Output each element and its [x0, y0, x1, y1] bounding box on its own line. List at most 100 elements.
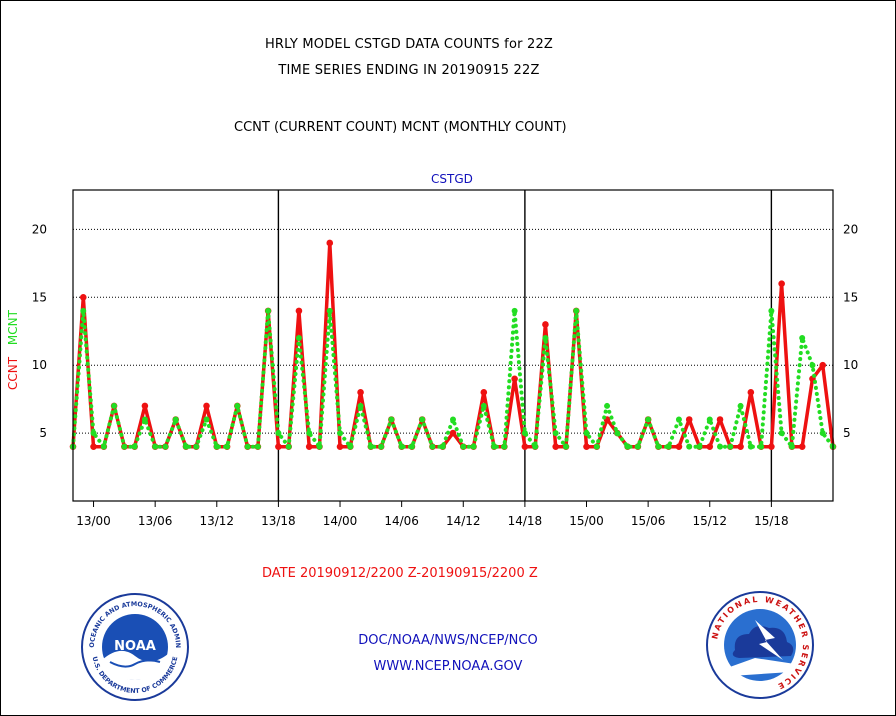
point-mcnt [162, 443, 169, 450]
point-mcnt [758, 443, 765, 450]
point-ccnt [521, 443, 529, 450]
point-mcnt [593, 443, 600, 450]
x-tick-label: 15/18 [754, 514, 789, 528]
point-mcnt [213, 443, 220, 450]
chart-title-line-1: HRLY MODEL CSTGD DATA COUNTS for 22Z [264, 37, 554, 52]
y-tick-label-left: 15 [32, 290, 47, 304]
point-mcnt [316, 443, 323, 450]
point-mcnt [131, 443, 138, 450]
chart-title-line-2: TIME SERIES ENDING IN 20190915 22Z [278, 63, 540, 78]
noaa-logo: NOAA NATIONAL OCEANIC AND ATMOSPHERIC AD… [80, 592, 189, 701]
x-tick-label: 14/06 [384, 514, 419, 528]
point-mcnt [285, 443, 292, 450]
point-ccnt [275, 443, 282, 450]
footer-org-line: DOC/NOAA/NWS/NCEP/NCO [358, 633, 538, 648]
point-mcnt [419, 416, 426, 423]
point-ccnt [90, 443, 97, 450]
point-mcnt [747, 443, 754, 450]
point-ccnt [706, 443, 714, 450]
x-tick-label: 14/18 [508, 514, 543, 528]
y-tick-label-left: 10 [32, 358, 47, 372]
point-ccnt [480, 389, 488, 396]
point-mcnt [460, 443, 467, 450]
point-mcnt [100, 443, 107, 450]
point-mcnt [337, 430, 344, 437]
point-mcnt [429, 443, 436, 450]
point-mcnt [706, 416, 713, 423]
time-series-chart: 5 5 10 10 15 15 20 20 13/00 13/06 13/12 13/18 14/00 1… [32, 189, 858, 528]
point-mcnt [696, 443, 703, 450]
point-mcnt [439, 443, 446, 450]
point-mcnt [655, 443, 662, 450]
x-tick-label: 13/18 [261, 514, 296, 528]
point-mcnt [172, 416, 179, 423]
point-mcnt [583, 430, 590, 437]
nws-logo: NATIONAL WEATHER SERVICE [706, 591, 814, 699]
point-mcnt [778, 430, 785, 437]
y-tick-label-left: 5 [39, 426, 47, 440]
point-mcnt [378, 443, 385, 450]
point-ccnt [798, 443, 806, 450]
point-mcnt [244, 443, 251, 450]
point-mcnt [121, 443, 128, 450]
point-mcnt [265, 307, 272, 314]
point-mcnt [203, 416, 210, 423]
point-ccnt [79, 293, 87, 301]
point-mcnt [645, 416, 652, 423]
point-mcnt [224, 443, 231, 450]
point-mcnt [295, 335, 302, 342]
point-ccnt [552, 443, 560, 450]
point-ccnt [685, 416, 693, 423]
point-ccnt [583, 443, 590, 450]
point-mcnt [275, 430, 282, 437]
point-mcnt [367, 443, 374, 450]
point-ccnt [819, 361, 827, 369]
point-ccnt [326, 239, 334, 247]
point-ccnt [747, 389, 755, 396]
x-tick-label: 13/12 [199, 514, 234, 528]
point-mcnt [614, 430, 621, 437]
point-mcnt [717, 443, 724, 450]
point-mcnt [357, 402, 364, 409]
point-ccnt [305, 443, 313, 450]
point-mcnt [737, 402, 744, 409]
axis-layer: 5 5 10 10 15 15 20 20 13/00 13/06 13/12 13/18 14/00 1… [32, 189, 858, 528]
point-mcnt [152, 443, 159, 450]
plot-border [72, 189, 834, 502]
point-ccnt [357, 389, 364, 396]
x-axis-date-label: DATE 20190912/2200 Z-20190915/2200 Z [262, 566, 538, 581]
point-ccnt [737, 443, 744, 450]
point-mcnt [768, 307, 775, 314]
point-ccnt [542, 321, 549, 328]
y-tick-label-right: 10 [843, 358, 858, 372]
x-tick-label: 14/00 [323, 514, 358, 528]
point-mcnt [634, 443, 641, 450]
point-mcnt [326, 307, 333, 314]
point-mcnt [306, 430, 313, 437]
footer-url-line: WWW.NCEP.NOAA.GOV [373, 659, 523, 674]
panel-title: CSTGD [431, 172, 473, 186]
point-mcnt [686, 443, 693, 450]
point-mcnt [573, 307, 580, 314]
point-ccnt [768, 443, 775, 450]
point-mcnt [624, 443, 631, 450]
point-ccnt [295, 307, 303, 315]
point-mcnt [491, 443, 498, 450]
point-mcnt [111, 402, 118, 409]
point-mcnt [542, 335, 549, 342]
point-mcnt [141, 416, 148, 423]
point-mcnt [90, 430, 97, 437]
point-mcnt [182, 443, 189, 450]
x-tick-label: 15/12 [692, 514, 727, 528]
point-mcnt [511, 307, 518, 314]
point-ccnt [675, 443, 683, 450]
point-mcnt [727, 443, 734, 450]
point-mcnt [80, 307, 87, 314]
x-tick-label: 15/06 [631, 514, 666, 528]
point-mcnt [532, 443, 539, 450]
point-mcnt [398, 443, 405, 450]
y-tick-label-left: 20 [32, 222, 47, 236]
noaa-logo-text: NOAA [114, 639, 156, 654]
y-tick-label-right: 5 [843, 426, 851, 440]
point-mcnt [254, 443, 261, 450]
